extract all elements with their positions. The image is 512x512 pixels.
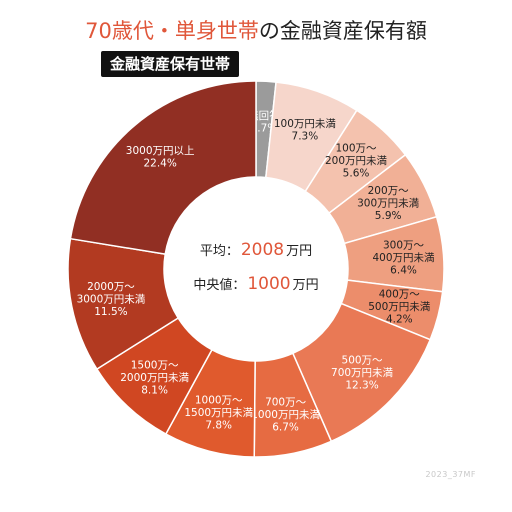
slice-category-label: 3000万円以上 [126,145,195,157]
slice-category-label: 100万円未満 [274,118,337,130]
slice-category-label: 500万円未満 [368,301,431,313]
slice-label: 1500万～ 2000万円未満 8.1% [120,359,189,396]
average-row: 平均： 2008 万円 [176,240,336,260]
slice-value-label: 6.7% [272,422,299,434]
chart-subtitle-badge: 金融資産保有世帯 [101,51,240,77]
slice-category-label: 300万～ [383,240,425,252]
slice-category-label: 2000万円未満 [120,372,189,384]
slice-value-label: 22.4% [143,157,176,169]
slice-label: 500万～ 700万円未満 12.3% [331,355,394,392]
slice-label: 3000万円以上 22.4% [126,145,195,170]
slice-label: 400万～ 500万円未満 4.2% [368,289,431,326]
slice-category-label: 1500万円未満 [184,407,253,419]
slice-category-label: 400万～ [379,289,421,301]
slice-category-label: 3000万円未満 [77,293,146,305]
slice-label: 1000万～ 1500万円未満 7.8% [184,395,253,432]
average-unit: 万円 [286,244,313,259]
slice-value-label: 7.3% [292,131,319,143]
slice-category-label: 300万円未満 [357,197,420,209]
slice-category-label: 100万～ [336,142,378,154]
chart-title-rest: の金融資産保有額 [258,19,427,43]
median-value: 1000 [247,274,291,294]
average-label: 平均： [199,244,239,259]
slice-label: 100万円未満 7.3% [274,118,337,142]
slice-category-label: 500万～ [342,355,384,367]
median-row: 中央値： 1000 万円 [176,274,336,294]
credit-text: 2023_37MF [425,470,476,479]
slice-value-label: 7.8% [205,420,232,432]
donut-slice [69,80,257,256]
slice-label: 2000万～ 3000万円未満 11.5% [77,281,146,318]
chart-title: 70歳代・単身世帯の金融資産保有額 [0,18,512,44]
slice-label: 300万～ 400万円未満 6.4% [373,240,436,277]
slice-category-label: 2000万～ [87,281,135,293]
slice-category-label: 1000万～ [195,395,243,407]
chart-title-accent: 70歳代・単身世帯 [85,19,259,43]
median-unit: 万円 [292,278,319,293]
slice-value-label: 5.6% [343,167,370,179]
slice-category-label: 1500万～ [131,359,179,371]
slice-category-label: 400万円未満 [373,252,436,264]
average-value: 2008 [240,240,285,260]
slice-value-label: 5.9% [375,210,402,222]
slice-category-label: 700万～ [265,397,307,409]
slice-label: 100万～ 200万円未満 5.6% [325,142,388,179]
median-label: 中央値： [193,278,246,293]
slice-value-label: 8.1% [141,384,168,396]
slice-category-label: 200万～ [368,185,410,197]
slice-label: 200万～ 300万円未満 5.9% [357,185,420,222]
slice-value-label: 11.5% [94,306,127,318]
slice-category-label: 1000万円未満 [251,409,320,421]
slice-value-label: 4.2% [386,314,413,326]
slice-category-label: 700万円未満 [331,367,394,379]
slice-category-label: 200万円未満 [325,155,388,167]
slice-value-label: 6.4% [390,265,417,277]
slice-label: 700万～ 1000万円未満 6.7% [251,397,320,434]
slice-value-label: 12.3% [345,380,378,392]
